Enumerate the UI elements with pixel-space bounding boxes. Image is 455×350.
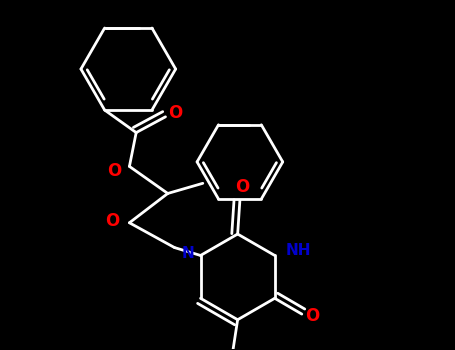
Text: O: O <box>105 211 120 230</box>
Text: N: N <box>182 246 194 261</box>
Text: O: O <box>305 307 320 326</box>
Text: O: O <box>235 178 249 196</box>
Text: NH: NH <box>286 244 312 258</box>
Text: O: O <box>168 104 182 122</box>
Text: O: O <box>107 162 121 180</box>
